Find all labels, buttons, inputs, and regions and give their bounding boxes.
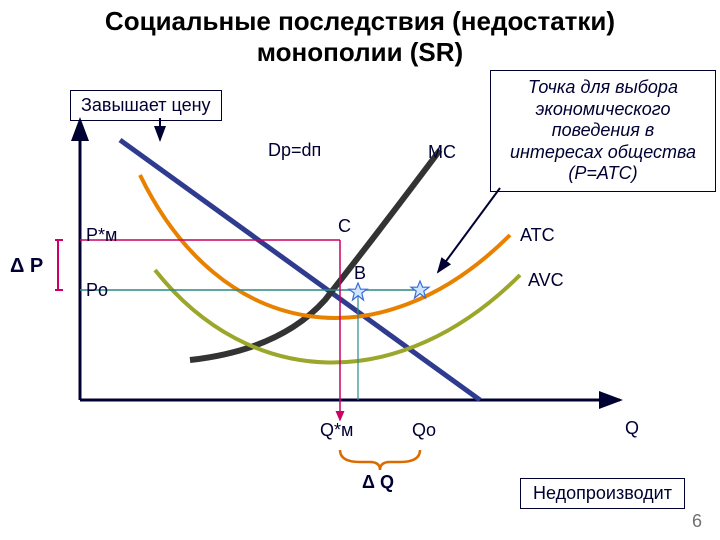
label-mc: MC <box>428 142 456 163</box>
label-qm: Q*м <box>320 420 353 441</box>
label-q-axis: Q <box>625 418 639 439</box>
label-c: C <box>338 216 351 237</box>
label-qo: Qо <box>412 420 436 441</box>
label-delta-p: Δ P <box>10 255 43 278</box>
label-avc: AVC <box>528 270 564 291</box>
label-po: Pо <box>86 280 108 301</box>
label-b: B <box>354 263 366 284</box>
label-pm: P*м <box>86 225 117 246</box>
mc-curve <box>190 150 440 360</box>
label-demand: Dр=dп <box>268 140 321 161</box>
arrow-from-info-box <box>438 188 500 272</box>
label-delta-q: Δ Q <box>362 472 394 493</box>
page-number: 6 <box>692 511 702 532</box>
label-atc: ATC <box>520 225 555 246</box>
delta-q-bracket <box>340 450 420 470</box>
